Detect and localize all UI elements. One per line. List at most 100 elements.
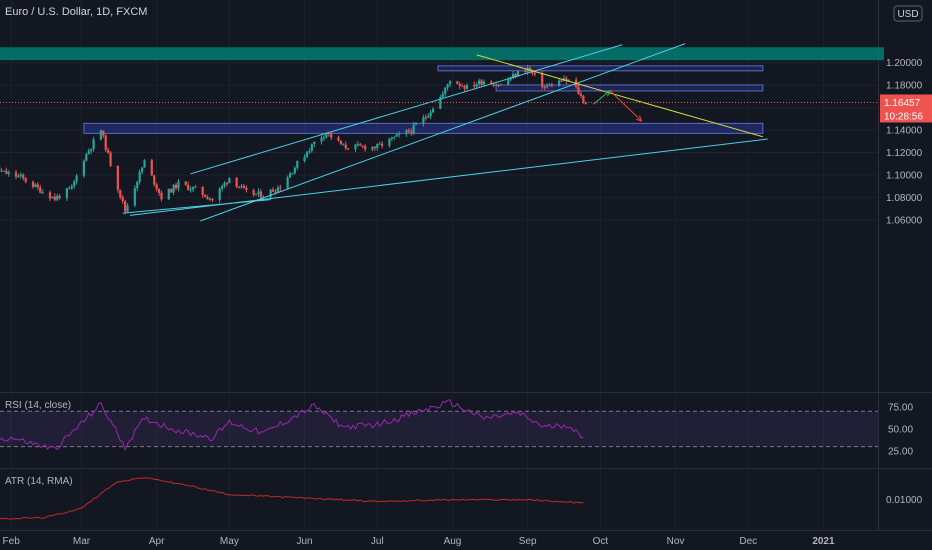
channel-upper-line[interactable] — [190, 44, 623, 175]
descending-trendline[interactable] — [476, 54, 763, 138]
candle-body — [34, 184, 37, 187]
candle-body — [545, 85, 549, 88]
time-axis[interactable]: Feb Mar Apr May Jun Jul Aug Sep Oct Nov Dec 2021 — [3, 536, 835, 547]
resistance-zone[interactable] — [0, 47, 884, 61]
candle-body — [157, 189, 161, 193]
candle-body — [560, 80, 563, 82]
candle-body — [395, 134, 398, 137]
time-tick-label: Feb — [3, 536, 21, 547]
candle-body — [446, 84, 449, 88]
candle-body — [286, 177, 289, 189]
candle-body — [490, 81, 493, 85]
candle-body — [174, 184, 178, 189]
candle-body — [354, 144, 357, 150]
candle-body — [339, 140, 343, 145]
candle-body — [167, 189, 170, 200]
price-tick-label: 1.12000 — [886, 148, 923, 159]
atr-line — [0, 477, 584, 520]
candle-body — [495, 85, 498, 87]
candle-body — [393, 136, 396, 138]
march-low-line[interactable] — [122, 199, 271, 214]
candle-body — [347, 148, 350, 150]
candle-body — [410, 131, 413, 133]
candle-body — [465, 84, 469, 89]
atr-tick-label: 0.01000 — [886, 495, 923, 506]
price-tick-label: 1.08000 — [886, 193, 923, 204]
candle-body — [187, 184, 190, 190]
candle-body — [155, 184, 158, 190]
last-price-tag — [880, 94, 932, 123]
candle-body — [310, 144, 313, 151]
candle-body — [398, 133, 401, 135]
candle-body — [359, 144, 362, 146]
candle-body — [138, 171, 141, 182]
atr-pane[interactable] — [0, 477, 584, 520]
candle-body — [19, 174, 22, 176]
candle-body — [160, 192, 163, 200]
candle-body — [376, 144, 379, 148]
candle-body — [558, 80, 561, 87]
channel-lower-line[interactable] — [200, 43, 686, 222]
candle-body — [330, 133, 333, 138]
currency-label: USD — [897, 9, 918, 20]
candle-body — [497, 85, 500, 87]
candle-body — [550, 84, 553, 87]
candle-body — [116, 165, 119, 190]
symbol-title: Euro / U.S. Dollar, 1D, FXCM — [5, 6, 147, 18]
candle-body — [565, 78, 568, 81]
candle-body — [524, 71, 527, 73]
candle-body — [444, 87, 447, 94]
candle-body — [41, 192, 44, 194]
time-tick-label: Jun — [296, 536, 312, 547]
candle-body — [189, 189, 192, 191]
candle-body — [429, 112, 432, 117]
candle-body — [177, 181, 180, 189]
candle-body — [36, 184, 39, 188]
candle-body — [371, 146, 374, 150]
candle-body — [85, 153, 88, 161]
candle-body — [475, 84, 478, 87]
candle-body — [407, 130, 410, 132]
candle-body — [153, 175, 156, 185]
candle-body — [473, 84, 476, 87]
candle-body — [320, 137, 323, 142]
candle-body — [172, 184, 175, 193]
candle-body — [194, 186, 197, 188]
rsi-tick-label: 75.00 — [888, 402, 913, 413]
candle-body — [225, 182, 229, 184]
candle-body — [582, 96, 585, 104]
rsi-pane[interactable] — [0, 399, 878, 452]
candle-body — [39, 187, 42, 193]
candle-body — [170, 189, 173, 193]
candle-body — [245, 187, 248, 191]
drop-arrow[interactable] — [609, 90, 642, 122]
candle-body — [543, 86, 546, 88]
candle-body — [228, 177, 231, 184]
currency-button[interactable] — [893, 5, 923, 22]
candle-body — [68, 188, 71, 190]
candle-body — [119, 189, 122, 198]
candle-body — [313, 141, 316, 145]
drop-arrow-head[interactable] — [635, 115, 643, 122]
candle-body — [184, 181, 187, 185]
bounce-arrow[interactable] — [592, 90, 611, 105]
candle-body — [17, 175, 20, 177]
candle-body — [424, 117, 427, 119]
candle-body — [499, 84, 503, 86]
grid-lines — [0, 0, 878, 530]
rsi-tick-label: 25.00 — [888, 447, 913, 458]
candle-body — [136, 181, 139, 189]
candle-body — [480, 80, 483, 85]
time-tick-label: Jul — [371, 536, 384, 547]
candle-body — [414, 123, 418, 125]
candle-body — [412, 124, 415, 133]
level-box-middle[interactable] — [495, 84, 764, 92]
drawing-lines[interactable] — [122, 43, 768, 222]
candle-body — [235, 177, 238, 187]
rsi-line — [0, 399, 584, 452]
level-box-top[interactable] — [437, 65, 764, 72]
time-tick-label: 2021 — [812, 536, 835, 547]
candle-body — [533, 73, 537, 75]
